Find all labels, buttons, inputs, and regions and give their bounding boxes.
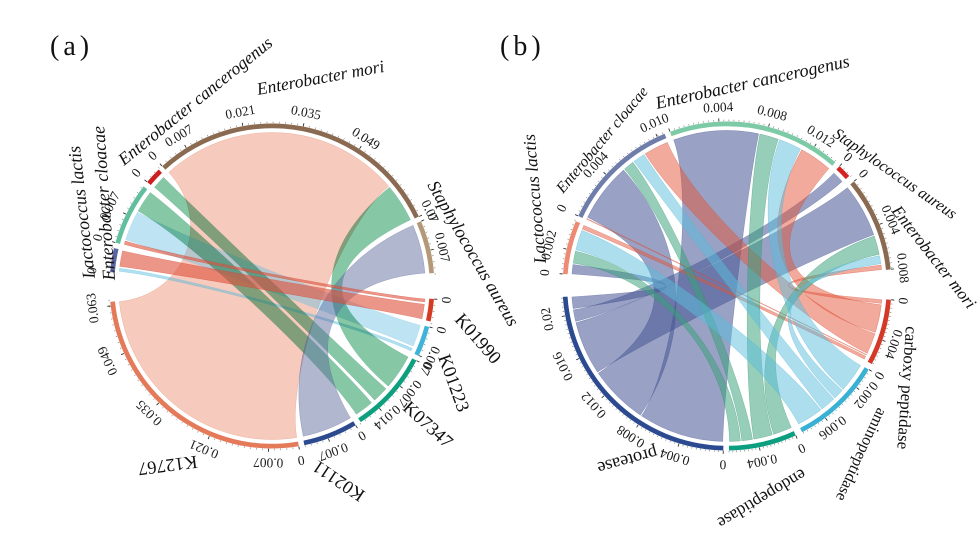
- svg-text:(a): (a): [50, 31, 93, 62]
- svg-text:0: 0: [719, 457, 726, 472]
- svg-text:0.007: 0.007: [253, 455, 284, 471]
- svg-text:0.008: 0.008: [894, 252, 912, 284]
- svg-text:(b): (b): [500, 31, 545, 62]
